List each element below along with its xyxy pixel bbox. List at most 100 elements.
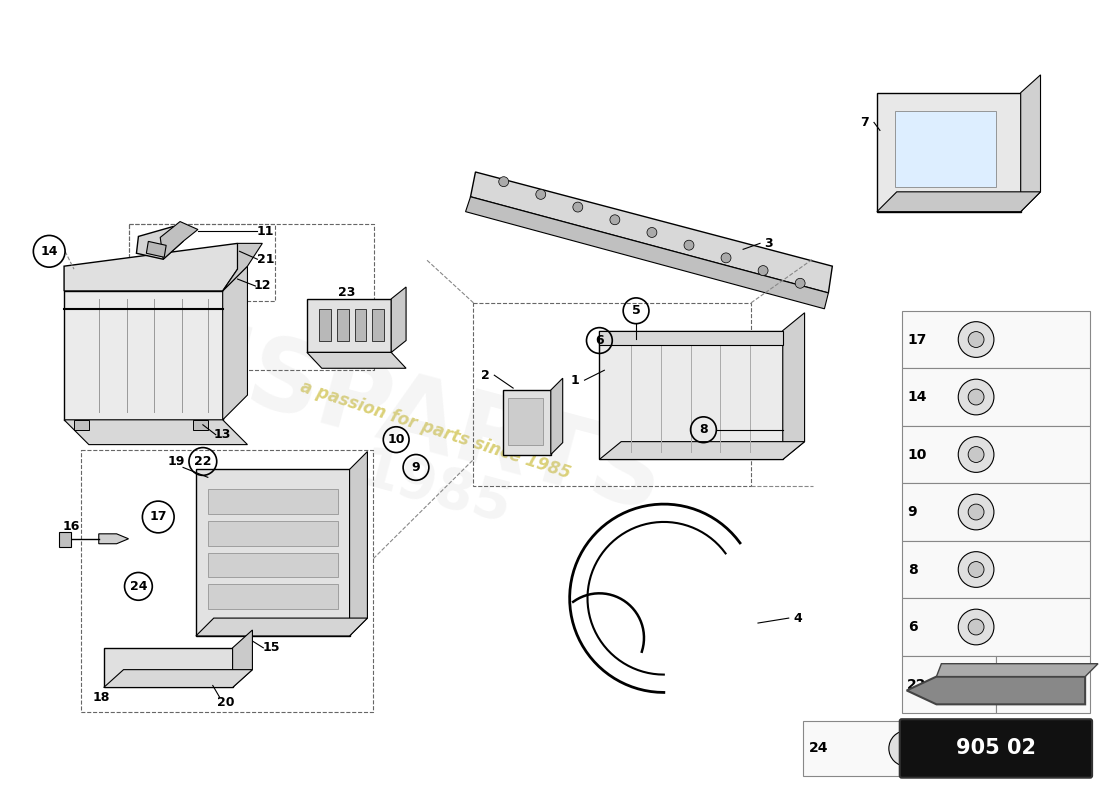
- Polygon shape: [551, 378, 563, 454]
- Bar: [902, 483, 1090, 541]
- Circle shape: [536, 190, 546, 199]
- Circle shape: [958, 552, 994, 587]
- Circle shape: [795, 278, 805, 288]
- Polygon shape: [936, 664, 1098, 677]
- Polygon shape: [503, 390, 551, 454]
- Polygon shape: [307, 353, 406, 368]
- Polygon shape: [350, 451, 367, 636]
- Circle shape: [960, 670, 988, 698]
- Polygon shape: [146, 242, 166, 258]
- Polygon shape: [208, 490, 338, 514]
- Text: 2: 2: [481, 369, 490, 382]
- Circle shape: [958, 494, 994, 530]
- Polygon shape: [232, 630, 252, 687]
- Polygon shape: [99, 534, 129, 544]
- Text: 22: 22: [194, 455, 211, 468]
- Circle shape: [498, 177, 508, 186]
- Text: 7: 7: [860, 116, 868, 129]
- Polygon shape: [64, 420, 248, 445]
- Polygon shape: [208, 553, 338, 578]
- Polygon shape: [196, 470, 350, 636]
- Bar: [803, 721, 942, 776]
- Circle shape: [968, 331, 984, 347]
- Polygon shape: [222, 266, 248, 420]
- Circle shape: [722, 253, 732, 263]
- Bar: [902, 656, 996, 714]
- Circle shape: [573, 202, 583, 212]
- Text: 11: 11: [256, 225, 274, 238]
- Bar: [81, 450, 373, 712]
- Text: 10: 10: [387, 433, 405, 446]
- Text: 5: 5: [1001, 678, 1011, 691]
- Circle shape: [758, 266, 768, 275]
- Polygon shape: [222, 243, 262, 291]
- Text: 16: 16: [63, 520, 79, 534]
- FancyBboxPatch shape: [900, 719, 1092, 778]
- Text: 4: 4: [793, 611, 802, 625]
- Text: 8: 8: [908, 562, 917, 577]
- Polygon shape: [208, 521, 338, 546]
- Polygon shape: [600, 330, 783, 459]
- Text: 9: 9: [908, 505, 917, 519]
- Circle shape: [968, 504, 984, 520]
- Polygon shape: [392, 287, 406, 353]
- Text: 22: 22: [906, 678, 926, 691]
- Circle shape: [968, 678, 980, 690]
- Polygon shape: [508, 398, 543, 445]
- Polygon shape: [64, 243, 238, 291]
- Bar: [902, 426, 1090, 483]
- Bar: [902, 310, 1090, 368]
- Circle shape: [647, 227, 657, 238]
- Text: 17: 17: [150, 510, 167, 523]
- Text: 24: 24: [808, 742, 828, 755]
- Text: 3: 3: [764, 237, 773, 250]
- Polygon shape: [465, 197, 828, 309]
- Polygon shape: [136, 226, 183, 259]
- Polygon shape: [877, 93, 1021, 212]
- Circle shape: [968, 389, 984, 405]
- Text: 12: 12: [254, 279, 271, 293]
- Text: 6: 6: [595, 334, 604, 347]
- Bar: [902, 598, 1090, 656]
- Polygon shape: [196, 618, 367, 636]
- Polygon shape: [59, 532, 72, 546]
- Polygon shape: [337, 309, 349, 341]
- Circle shape: [1055, 670, 1082, 698]
- Polygon shape: [906, 677, 1085, 704]
- Text: 18: 18: [92, 691, 109, 704]
- Bar: [129, 223, 275, 301]
- Text: 9: 9: [411, 461, 420, 474]
- Polygon shape: [192, 420, 208, 430]
- Text: 10: 10: [908, 447, 927, 462]
- Text: 1: 1: [570, 374, 579, 386]
- Text: 905 02: 905 02: [956, 738, 1036, 758]
- Bar: [902, 368, 1090, 426]
- Circle shape: [958, 437, 994, 472]
- Text: 17: 17: [908, 333, 927, 346]
- Circle shape: [684, 240, 694, 250]
- Text: 15: 15: [263, 642, 280, 654]
- Polygon shape: [600, 330, 783, 346]
- Polygon shape: [783, 313, 804, 459]
- Polygon shape: [894, 110, 996, 187]
- Text: 20: 20: [217, 696, 234, 709]
- Polygon shape: [471, 172, 833, 293]
- Text: 8: 8: [700, 423, 707, 436]
- Polygon shape: [161, 222, 198, 259]
- Text: 13: 13: [214, 428, 231, 441]
- Text: a passion for parts since 1985: a passion for parts since 1985: [298, 378, 573, 482]
- Text: 19: 19: [167, 455, 185, 468]
- Circle shape: [889, 730, 924, 766]
- Polygon shape: [74, 420, 89, 430]
- Bar: [996, 656, 1090, 714]
- Bar: [473, 303, 751, 486]
- Text: 5: 5: [631, 304, 640, 318]
- Circle shape: [609, 215, 619, 225]
- Text: 14: 14: [908, 390, 927, 404]
- Circle shape: [968, 446, 984, 462]
- Polygon shape: [208, 584, 338, 609]
- Text: 1985: 1985: [354, 443, 517, 535]
- Polygon shape: [319, 309, 331, 341]
- Polygon shape: [373, 309, 384, 341]
- Bar: [129, 223, 374, 370]
